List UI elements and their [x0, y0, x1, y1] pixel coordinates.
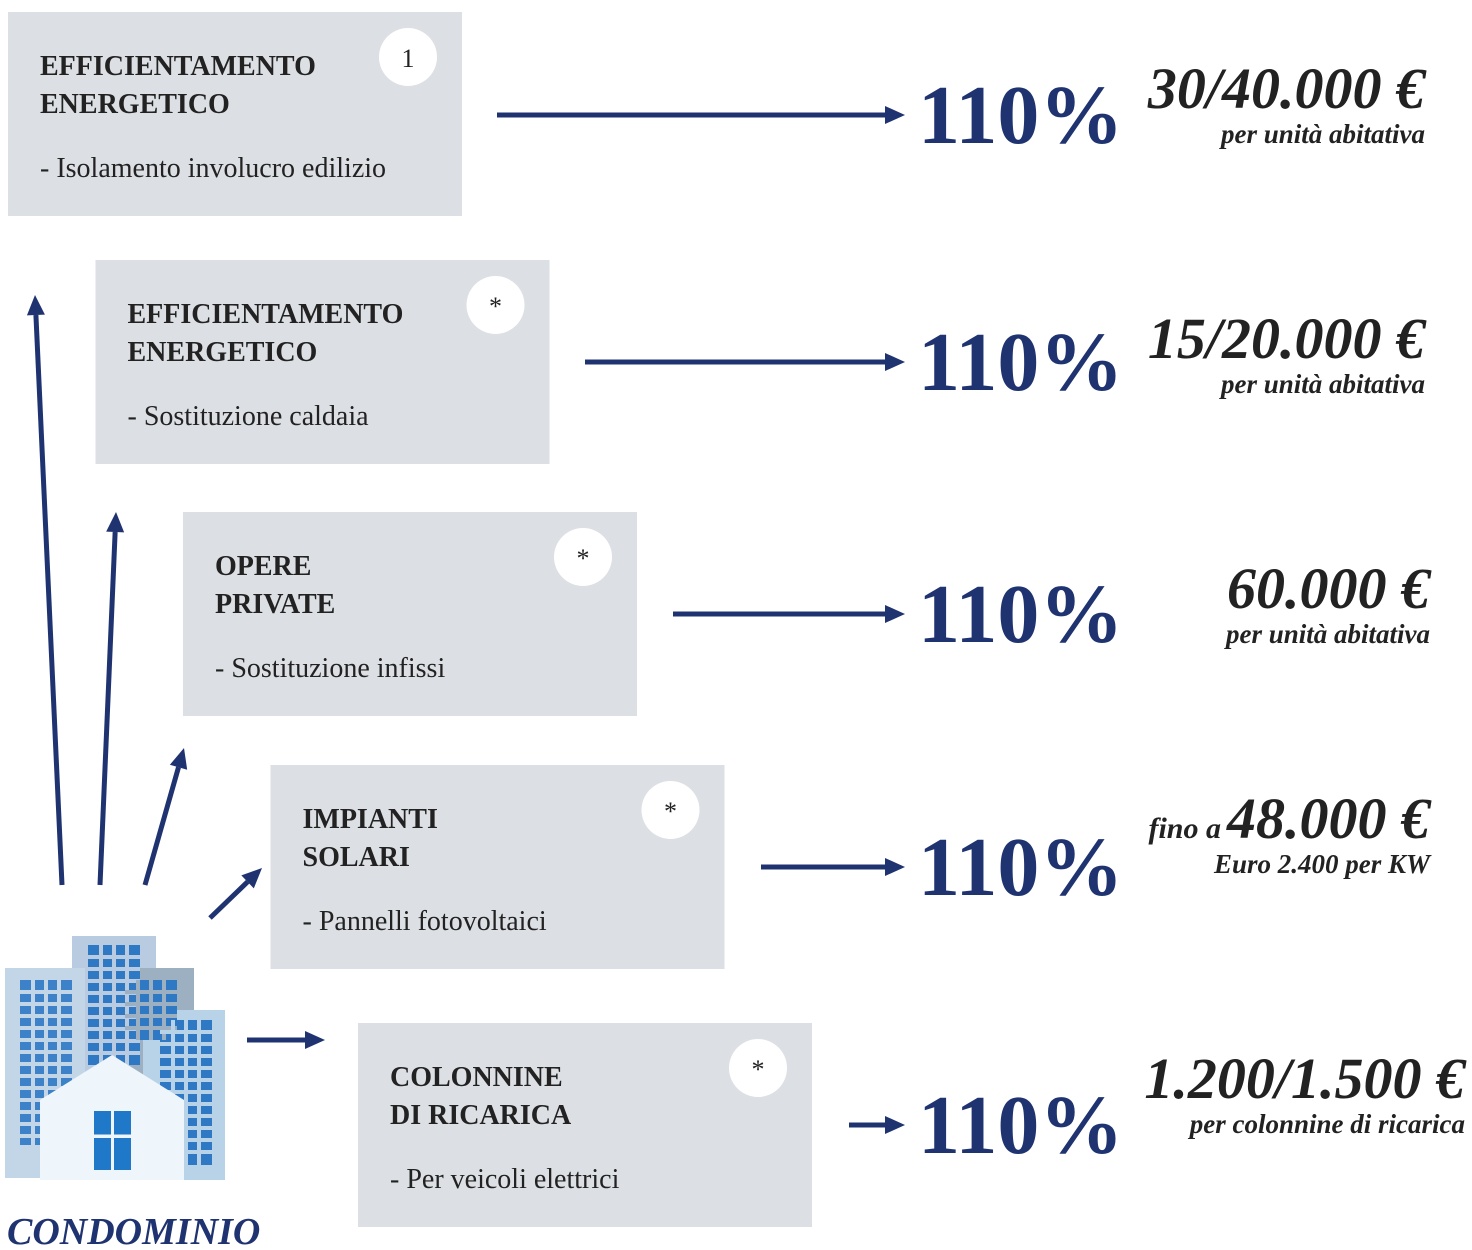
amount-note: per unità abitativa: [1224, 619, 1430, 649]
card-title: DI RICARICA: [390, 1100, 572, 1131]
arrow-line: [145, 767, 179, 885]
percent: 110%: [918, 821, 1123, 914]
amount: 60.000 €: [1227, 556, 1432, 621]
card-description: - Pannelli fotovoltaici: [303, 906, 547, 937]
arrow-head: [170, 748, 187, 770]
arrow-head: [885, 106, 905, 124]
card-title: PRIVATE: [215, 589, 335, 620]
card-title: EFFICIENTAMENTO: [128, 299, 404, 330]
badge-label: *: [577, 544, 590, 573]
arrow-line: [210, 882, 248, 918]
arrow-head: [885, 1116, 905, 1134]
arrow-line: [100, 532, 115, 885]
percent: 110%: [918, 1079, 1123, 1172]
diagram: CONDOMINIO EFFICIENTAMENTO ENERGETICO 1 - I…: [0, 0, 1472, 1250]
arrow-head: [885, 353, 905, 371]
card-title: EFFICIENTAMENTO: [40, 51, 316, 82]
amount-note: per colonnine di ricarica: [1188, 1109, 1465, 1139]
amount: 1.200/1.500 €: [1144, 1046, 1467, 1111]
percent: 110%: [918, 568, 1123, 661]
card-title: COLONNINE: [390, 1062, 563, 1093]
amount-note: per unità abitativa: [1219, 369, 1425, 399]
arrow-head: [106, 512, 124, 532]
card-title: ENERGETICO: [128, 337, 318, 368]
amount: 48.000 €: [1226, 786, 1432, 851]
card-title: ENERGETICO: [40, 89, 230, 120]
card-description: - Isolamento involucro edilizio: [40, 153, 386, 184]
badge-label: *: [664, 797, 677, 826]
amount: 15/20.000 €: [1148, 306, 1427, 371]
arrow-head: [885, 858, 905, 876]
amount-prefix: fino a: [1148, 812, 1221, 845]
building-illustration: [5, 936, 225, 1180]
card-title: SOLARI: [303, 842, 410, 873]
footer-label: CONDOMINIO: [7, 1211, 260, 1250]
card-title: IMPIANTI: [303, 804, 438, 835]
arrow-head: [305, 1031, 325, 1049]
arrow-head: [885, 605, 905, 623]
amount-note: Euro 2.400 per KW: [1213, 849, 1432, 879]
card-title: OPERE: [215, 551, 311, 582]
percent: 110%: [918, 316, 1123, 409]
arrow-head: [27, 295, 45, 315]
card-description: - Per veicoli elettrici: [390, 1164, 620, 1195]
badge-label: *: [752, 1055, 765, 1084]
percent: 110%: [918, 69, 1123, 162]
card-description: - Sostituzione caldaia: [128, 401, 370, 432]
badge-label: 1: [402, 44, 415, 73]
card-description: - Sostituzione infissi: [215, 653, 445, 684]
arrow-line: [36, 315, 62, 885]
amount-note: per unità abitativa: [1219, 119, 1425, 149]
badge-label: *: [489, 292, 502, 321]
amount: 30/40.000 €: [1147, 56, 1427, 121]
